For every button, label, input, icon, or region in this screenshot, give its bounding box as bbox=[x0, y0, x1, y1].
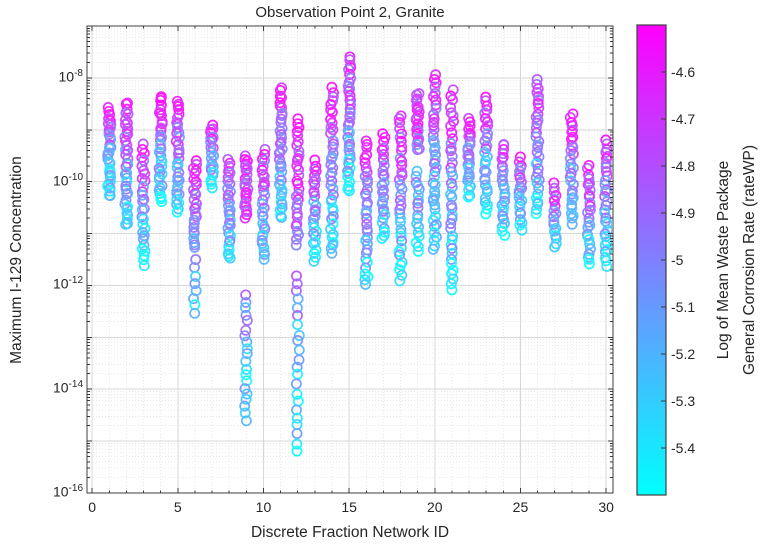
scatter-points bbox=[102, 51, 612, 457]
y-tick-label-1e-14: 10-14 bbox=[52, 379, 83, 396]
grid-lines bbox=[87, 26, 613, 493]
colorbar-tick-label--5.2: -5.2 bbox=[671, 346, 696, 362]
colorbar-tick-label--5.4: -5.4 bbox=[671, 440, 696, 456]
colorbar-label-line2: General Corrosion Rate (rateWP) bbox=[741, 145, 758, 375]
colorbar-label-line1: Log of Mean Waste Package bbox=[715, 160, 732, 360]
y-axis-label: Maximum I-129 Concentration bbox=[8, 156, 25, 364]
colorbar bbox=[636, 24, 667, 496]
x-tick-label-5: 5 bbox=[173, 499, 182, 515]
y-tick-label-1e-8: 10-8 bbox=[58, 67, 83, 85]
y-tick-label-1e-12: 10-12 bbox=[52, 275, 83, 293]
colorbar-tick-label--4.7: -4.7 bbox=[671, 111, 696, 127]
x-tick-label-20: 20 bbox=[427, 499, 443, 515]
x-tick-label-25: 25 bbox=[512, 499, 529, 515]
colorbar-tick-label--4.8: -4.8 bbox=[671, 158, 696, 174]
y-tick-label-1e-16: 10-16 bbox=[52, 483, 83, 500]
chart-title: Observation Point 2, Granite bbox=[255, 4, 445, 21]
colorbar-tick-label--4.9: -4.9 bbox=[671, 205, 696, 221]
x-tick-label-10: 10 bbox=[255, 499, 272, 515]
x-tick-label-15: 15 bbox=[341, 499, 357, 515]
colorbar-tick-label--5.3: -5.3 bbox=[671, 393, 696, 409]
axes-box-and-ticks bbox=[86, 25, 614, 494]
colorbar-tick-label--4.6: -4.6 bbox=[671, 64, 696, 80]
y-tick-label-1e-10: 10-10 bbox=[52, 171, 83, 189]
colorbar-tick-label--5.1: -5.1 bbox=[671, 299, 696, 315]
x-axis-label: Discrete Fraction Network ID bbox=[250, 524, 450, 541]
x-tick-label-30: 30 bbox=[598, 499, 614, 515]
colorbar-tick-label--5: -5 bbox=[671, 252, 684, 268]
x-tick-label-0: 0 bbox=[88, 499, 97, 515]
